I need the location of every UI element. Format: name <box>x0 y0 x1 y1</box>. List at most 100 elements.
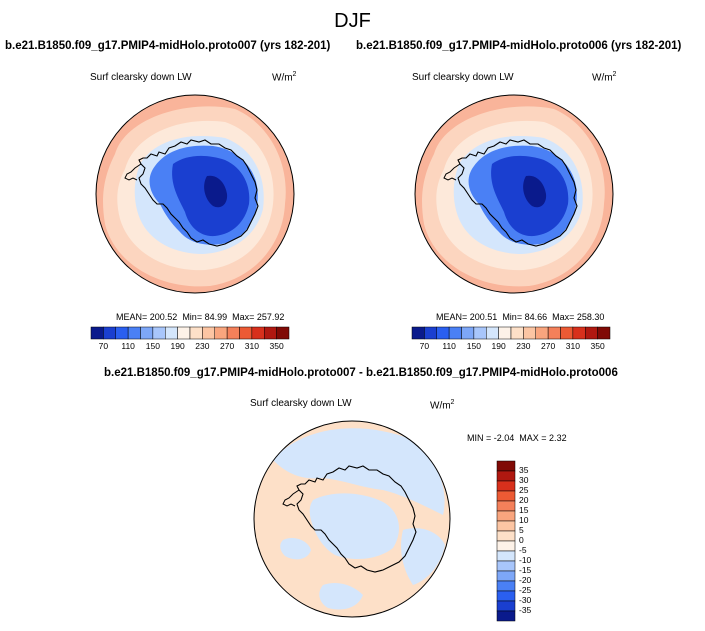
colorbar-tick-label: 150 <box>466 341 481 351</box>
colorbar-swatch <box>461 326 475 340</box>
colorbar-swatch <box>140 326 154 340</box>
colorbar-tick-label: 350 <box>269 341 284 351</box>
colorbar-tick-label: 70 <box>98 341 109 351</box>
colorbar-swatch <box>496 540 516 552</box>
colorbar-tick-label: 190 <box>491 341 506 351</box>
diff-negative-field <box>273 428 445 515</box>
colorbar-swatch <box>496 510 516 522</box>
diff-negative-field <box>280 538 311 560</box>
peninsula-coast <box>282 489 300 507</box>
colorbar-swatch <box>103 326 116 340</box>
colorbar-tick-label: 350 <box>590 341 605 351</box>
colorbar-tick-label: -5 <box>519 545 527 555</box>
colorbar-tick-label: 5 <box>519 525 524 535</box>
colorbar-swatch <box>152 326 166 340</box>
colorbar-tick-label: -25 <box>519 585 532 595</box>
colorbar-tick-label: 20 <box>519 495 529 505</box>
colorbar-swatch <box>424 326 437 340</box>
colorbar-swatch <box>597 326 611 340</box>
colorbar-swatch <box>496 590 516 602</box>
colorbar-tick-label: -10 <box>519 555 532 565</box>
left-units-label: W/m2 <box>272 71 297 84</box>
colorbar-tick-label: 30 <box>519 475 529 485</box>
colorbar-swatch <box>239 326 253 340</box>
right-polar-map <box>414 94 614 294</box>
colorbar-tick-label: -15 <box>519 565 532 575</box>
colorbar-swatch <box>572 326 586 340</box>
colorbar-swatch <box>165 326 178 340</box>
colorbar-swatch <box>115 326 129 340</box>
colorbar-swatch <box>473 326 487 340</box>
colorbar-swatch <box>560 326 574 340</box>
dome-field <box>523 175 547 208</box>
colorbar-swatch <box>411 326 425 340</box>
colorbar-tick-label: 270 <box>541 341 556 351</box>
colorbar-swatch <box>535 326 549 340</box>
colorbar-swatch <box>496 490 516 502</box>
colorbar-tick-label: 25 <box>519 485 529 495</box>
peninsula-coast <box>443 163 461 181</box>
colorbar-swatch <box>523 326 536 340</box>
diff-variable-label: Surf clearsky down LW <box>250 398 352 409</box>
colorbar-swatch <box>496 610 516 622</box>
diff-units-label: W/m2 <box>430 399 455 412</box>
colorbar-swatch <box>90 326 104 340</box>
colorbar-tick-label: 35 <box>519 465 529 475</box>
map-border <box>95 94 295 294</box>
colorbar-tick-label: 270 <box>220 341 235 351</box>
left-colorbar-labels: 70 110 150 190 230 270 310 350 <box>91 341 289 353</box>
diff-colorbar-labels: 35 30 25 20 15 10 5 0 -5 -10 -15 -20 -25 -30 -35 <box>519 461 549 621</box>
right-colorbar-labels: 70 110 150 190 230 270 310 350 <box>412 341 610 353</box>
colorbar-swatch <box>214 326 228 340</box>
right-units-label: W/m2 <box>592 71 617 84</box>
right-panel-title: b.e21.B1850.f09_g17.PMIP4-midHolo.proto0… <box>356 40 682 52</box>
peninsula-coast <box>124 163 142 181</box>
colorbar-swatch <box>498 326 512 340</box>
colorbar-swatch <box>496 500 516 512</box>
dome-field <box>204 175 228 208</box>
colorbar-tick-label: -30 <box>519 595 532 605</box>
colorbar-swatch <box>496 550 516 562</box>
colorbar-tick-label: 15 <box>519 505 529 515</box>
map-border <box>414 94 614 294</box>
colorbar-swatch <box>547 326 561 340</box>
colorbar-swatch <box>436 326 450 340</box>
diff-stats: MIN = -2.04 MAX = 2.32 <box>467 433 567 443</box>
colorbar-swatch <box>202 326 215 340</box>
colorbar-swatch <box>251 326 265 340</box>
right-variable-label: Surf clearsky down LW <box>412 72 514 83</box>
colorbar-swatch <box>226 326 240 340</box>
colorbar-tick-label: 150 <box>145 341 160 351</box>
colorbar-swatch <box>496 600 516 612</box>
colorbar-tick-label: 110 <box>121 341 135 351</box>
colorbar-swatch <box>496 530 516 542</box>
colorbar-tick-label: 110 <box>442 341 456 351</box>
right-stats: MEAN= 200.51 Min= 84.66 Max= 258.30 <box>436 312 605 322</box>
colorbar-tick-label: 10 <box>519 515 529 525</box>
colorbar-swatch <box>127 326 141 340</box>
colorbar-swatch <box>496 480 516 492</box>
left-polar-map <box>95 94 295 294</box>
diff-panel-title: b.e21.B1850.f09_g17.PMIP4-midHolo.proto0… <box>104 367 618 379</box>
diff-negative-field <box>319 583 363 610</box>
colorbar-tick-label: 0 <box>519 535 524 545</box>
coastline <box>296 465 417 573</box>
colorbar-swatch <box>276 326 290 340</box>
colorbar-swatch <box>177 326 191 340</box>
colorbar-tick-label: -35 <box>519 605 532 615</box>
colorbar-tick-label: 230 <box>516 341 531 351</box>
diff-colorbar <box>496 460 516 622</box>
colorbar-swatch <box>486 326 499 340</box>
colorbar-swatch <box>496 520 516 532</box>
colorbar-swatch <box>189 326 203 340</box>
colorbar-tick-label: 190 <box>170 341 185 351</box>
colorbar-tick-label: 310 <box>244 341 259 351</box>
left-variable-label: Surf clearsky down LW <box>90 72 192 83</box>
season-title: DJF <box>334 10 371 32</box>
diff-polar-map <box>253 420 451 618</box>
coastline <box>457 139 578 247</box>
colorbar-swatch <box>496 460 516 472</box>
colorbar-swatch <box>585 326 598 340</box>
colorbar-swatch <box>264 326 277 340</box>
colorbar-swatch <box>496 470 516 482</box>
